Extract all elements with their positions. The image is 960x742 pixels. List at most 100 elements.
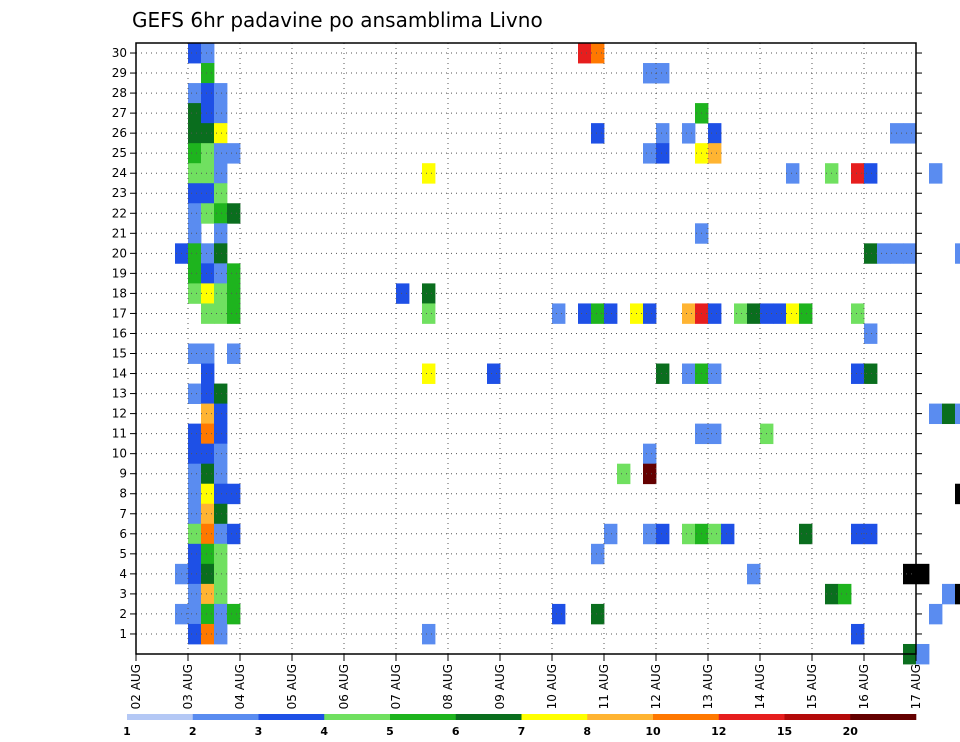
y-tick-label: 20 [112,246,127,260]
y-tick-label: 7 [119,507,127,521]
y-tick-label: 9 [119,467,127,481]
heatmap-cell [214,403,228,425]
heatmap-cell [201,583,215,605]
heatmap-cell [188,243,202,264]
heatmap-cell [201,43,215,64]
heatmap-cell [227,303,241,324]
y-tick-label: 10 [112,447,127,461]
heatmap-cell [734,303,748,324]
heatmap-cell [929,603,943,625]
heatmap-cell [916,563,930,585]
heatmap-cell [682,303,696,324]
heatmap-cell [201,83,215,104]
heatmap-cell [214,523,228,545]
y-tick-label: 13 [112,387,127,401]
heatmap-cell [864,243,878,264]
heatmap-cell [188,583,202,605]
heatmap-cell [851,303,865,324]
heatmap-cell [201,403,215,425]
heatmap-cell [201,363,215,384]
heatmap-cell [214,503,228,525]
heatmap-cell [708,363,722,384]
heatmap-cell [214,143,228,164]
heatmap-cell [721,523,735,545]
heatmap-cell [201,523,215,545]
x-tick-label: 12 AUG [649,664,663,709]
heatmap-cell [188,283,202,304]
y-tick-label: 5 [119,547,127,561]
heatmap-cell [708,123,722,144]
heatmap-cell [786,163,800,184]
heatmap-cell [617,463,631,485]
x-tick-label: 13 AUG [701,664,715,709]
heatmap-cell [903,563,917,585]
heatmap-cell [708,303,722,324]
colorbar-label: 1 [123,725,131,738]
heatmap-cell [188,123,202,144]
heatmap-cell [201,163,215,184]
heatmap-cell [201,343,215,364]
heatmap-cell [214,123,228,144]
heatmap-cell [955,243,960,264]
heatmap-cell [916,643,930,665]
x-tick-label: 05 AUG [285,664,299,709]
heatmap-cell [747,563,761,585]
heatmap-cell [656,123,670,144]
heatmap-cell [643,443,657,465]
heatmap-cell [201,443,215,465]
heatmap-cell [214,283,228,304]
y-tick-label: 26 [112,126,127,140]
heatmap-cell [799,303,813,324]
heatmap-cell [656,523,670,545]
colorbar-swatch [127,714,194,720]
heatmap-cell [864,323,878,344]
heatmap-cell [903,123,917,144]
colorbar-swatch [192,714,259,720]
heatmap-cell [708,523,722,545]
heatmap-cell [214,583,228,605]
heatmap-cell [851,363,865,384]
heatmap-cell [188,83,202,104]
heatmap-cell [591,543,605,565]
heatmap-cell [188,223,202,244]
heatmap-cell [214,263,228,284]
heatmap-cell [188,43,202,64]
heatmap-cell [682,523,696,545]
colorbar-label: 20 [843,725,859,738]
y-tick-label: 14 [112,367,127,381]
x-tick-label: 17 AUG [909,664,923,709]
heatmap-cell [188,263,202,284]
heatmap-cell [214,543,228,565]
colorbar-swatch [258,714,325,720]
colorbar-label: 7 [518,725,526,738]
colorbar-label: 10 [645,725,661,738]
heatmap-cell [201,423,215,445]
heatmap-cell [201,303,215,324]
heatmap-cell [188,343,202,364]
x-tick-label: 11 AUG [597,664,611,709]
y-tick-label: 24 [112,166,127,180]
heatmap-cell [188,443,202,465]
heatmap-cell [214,443,228,465]
colorbar-swatch [653,714,720,720]
y-tick-label: 22 [112,206,127,220]
heatmap-cell [201,603,215,625]
heatmap-cell [188,543,202,565]
heatmap-cell [214,423,228,445]
colorbar-label: 15 [777,725,792,738]
heatmap-cell [201,623,215,645]
heatmap-cell [227,143,241,164]
heatmap-cell [942,583,956,605]
colorbar-label: 5 [386,725,394,738]
y-tick-label: 19 [112,266,127,280]
y-tick-label: 6 [119,527,127,541]
heatmap-cell [201,563,215,585]
heatmap-cell [656,63,670,84]
heatmap-cell [188,523,202,545]
colorbar-label: 4 [320,725,328,738]
heatmap-cell [214,203,228,224]
heatmap-cell [188,483,202,505]
heatmap-cell [188,563,202,585]
heatmap-cell [227,263,241,284]
